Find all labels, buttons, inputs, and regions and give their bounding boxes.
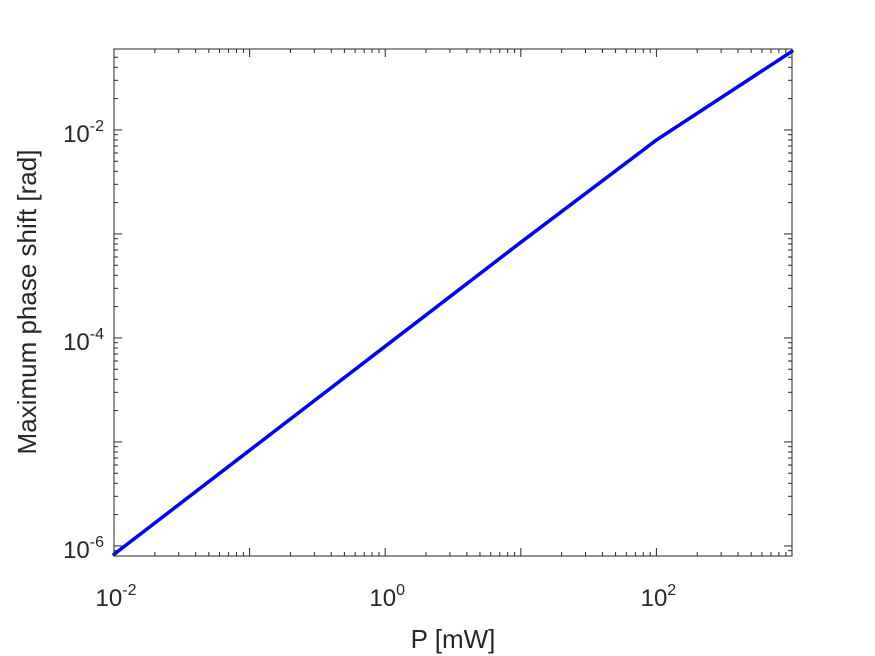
x-axis-label: P [mW]: [411, 624, 496, 654]
y-tick-label: 10-2: [63, 118, 104, 148]
series-layer: [112, 49, 794, 557]
y-tick-labels: 10-6 10-4 10-2: [63, 118, 104, 564]
x-tick-label: 100: [369, 582, 405, 612]
axes-box: [113, 48, 793, 557]
y-tick-label: 10-4: [63, 326, 104, 356]
minor-ticks: [114, 48, 792, 557]
x-tick-label: 10-2: [96, 582, 137, 612]
y-tick-label: 10-6: [63, 534, 104, 564]
plot-area: [114, 49, 792, 556]
x-tick-label: 102: [641, 582, 677, 612]
series-line-1: [112, 49, 794, 557]
x-tick-labels: 10-2 100 102: [96, 582, 677, 612]
y-axis-label: Maximum phase shift [rad]: [12, 150, 42, 455]
